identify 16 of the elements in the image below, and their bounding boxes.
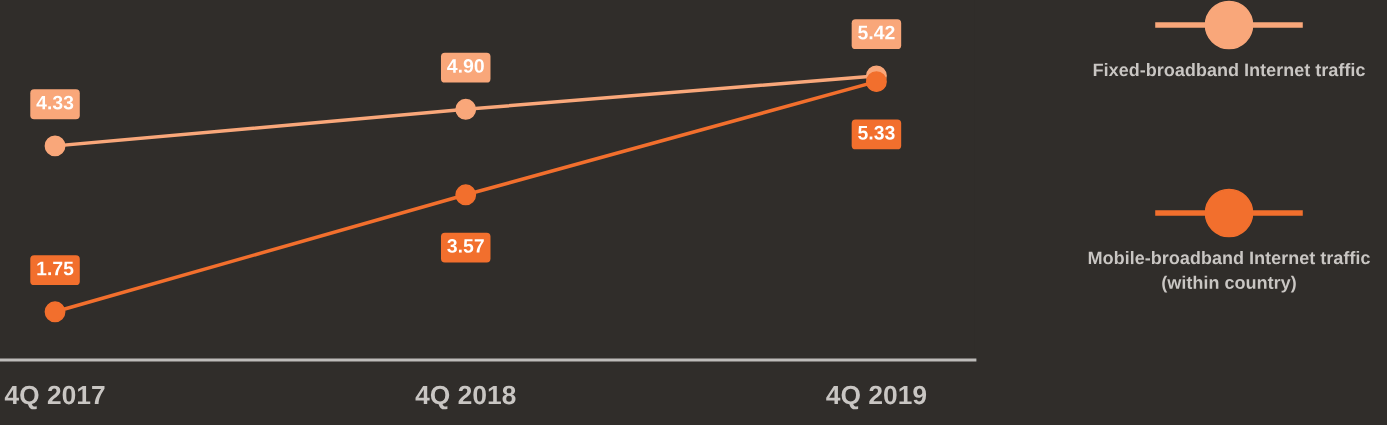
x-tick-label: 4Q 2018 — [415, 385, 516, 410]
x-tick-label: 4Q 2019 — [826, 385, 927, 410]
data-label: 1.75 — [37, 261, 74, 276]
data-label: 4.90 — [447, 59, 484, 73]
data-label: 5.42 — [858, 25, 895, 40]
point — [455, 184, 477, 206]
data-label: 4.33 — [36, 95, 74, 110]
text: Mobile-broadband Internet traffic (within country) — [1088, 251, 1370, 293]
text: Fixed-broadband Internet traffic — [1093, 63, 1365, 77]
x-tick-label: 4Q 2017 — [4, 385, 105, 410]
point — [866, 71, 887, 93]
data-label: 3.57 — [447, 239, 484, 253]
point — [44, 301, 66, 323]
point — [44, 135, 66, 157]
point — [455, 98, 477, 120]
data-label: 5.33 — [858, 125, 895, 140]
